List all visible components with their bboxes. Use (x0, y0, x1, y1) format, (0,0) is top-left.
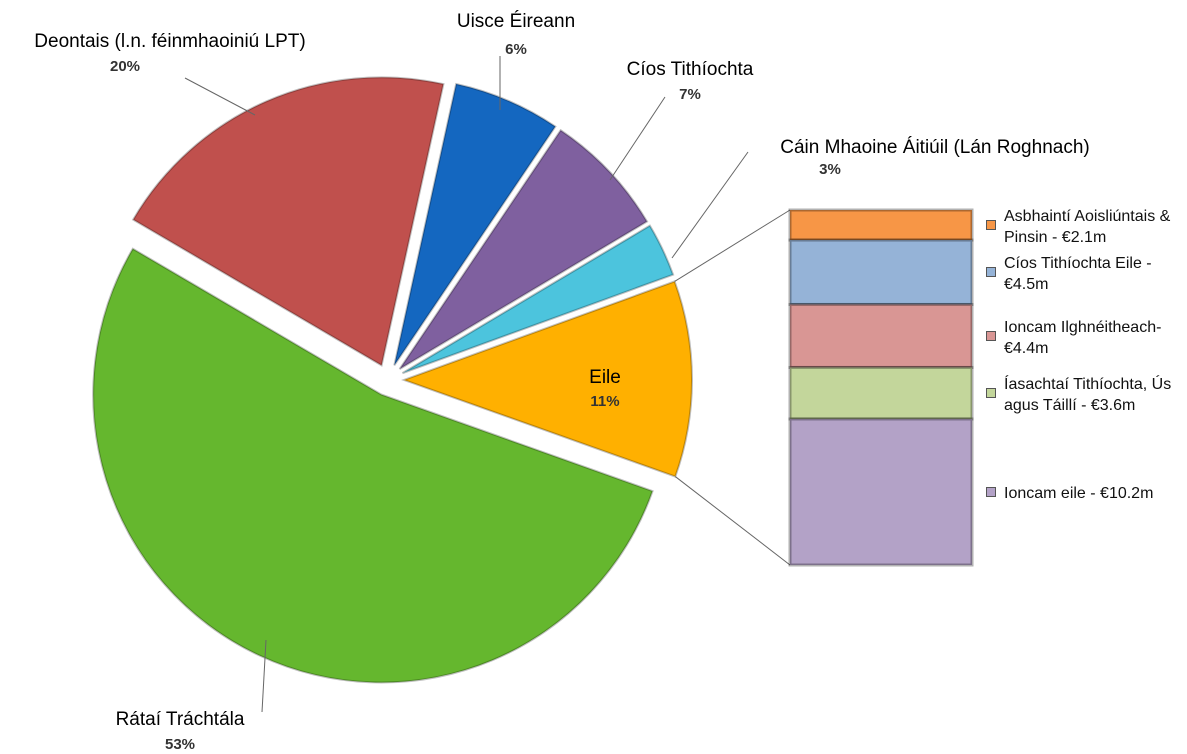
slice-value-label: 3% (819, 161, 841, 178)
bar-segment (788, 302, 974, 369)
slice-label: Cíos Tithíochta (627, 59, 754, 80)
legend-swatch (986, 486, 996, 497)
pie-slice (131, 76, 445, 367)
bar-segment (788, 417, 974, 567)
slice-label: Cáin Mhaoine Áitiúil (Lán Roghnach) (780, 137, 1089, 158)
slice-value-label: 20% (110, 58, 140, 75)
slice-label: Uisce Éireann (457, 11, 575, 32)
slice-value-label: 6% (505, 41, 527, 58)
slice-value-label: 53% (165, 736, 195, 753)
legend-entry: Ioncam eile - €10.2m (1004, 485, 1154, 503)
bar-segment (788, 208, 974, 242)
slice-label: Deontais (l.n. féinmhaoiniú LPT) (34, 31, 305, 52)
pie-slice (393, 82, 557, 366)
legend-entry: Íasachtaí Tithíochta, Ús agus Táillí - €… (1004, 376, 1172, 415)
connector-line (675, 476, 791, 566)
connector-line (674, 209, 791, 282)
legend-swatch (986, 330, 996, 341)
leader-line (609, 96, 666, 181)
bar-segment (788, 238, 974, 306)
bar-segment (788, 365, 974, 421)
legend-swatch (986, 220, 996, 231)
legend-entry: Ioncam Ilghnéitheach- €4.4m (1004, 318, 1162, 357)
pie-slice (401, 224, 675, 375)
pie-slice (398, 128, 649, 370)
legend-swatch (986, 388, 996, 399)
slice-label: Eile (589, 367, 621, 388)
legend-entry: Cíos Tithíochta Eile - €4.5m (1004, 255, 1152, 294)
pie-slice (92, 247, 654, 684)
leader-line (261, 639, 267, 713)
pie-slice (401, 280, 693, 478)
legend-entry: Asbhaintí Aoisliúntais & Pinsin - €2.1m (1004, 208, 1171, 247)
slice-value-label: 7% (679, 86, 701, 103)
slice-value-label: 11% (590, 393, 619, 410)
legend-swatch (986, 267, 996, 278)
leader-line (671, 151, 749, 259)
slice-label: Rátaí Tráchtála (116, 709, 245, 730)
leader-line (184, 77, 256, 116)
